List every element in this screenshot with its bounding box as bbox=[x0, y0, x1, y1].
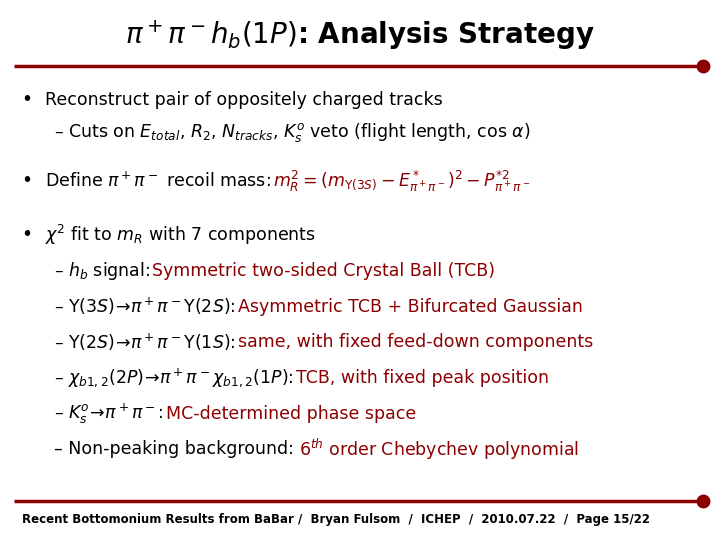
Text: $6^{th}$ order Chebychev polynomial: $6^{th}$ order Chebychev polynomial bbox=[300, 437, 580, 462]
Text: – $\Upsilon(2S)\!\rightarrow\!\pi^+\pi^-\Upsilon(1S)$:: – $\Upsilon(2S)\!\rightarrow\!\pi^+\pi^-… bbox=[54, 332, 238, 353]
Text: Recent Bottomonium Results from BaBar /  Bryan Fulsom  /  ICHEP  /  2010.07.22  : Recent Bottomonium Results from BaBar / … bbox=[22, 513, 649, 526]
Text: – $\Upsilon(3S)\!\rightarrow\!\pi^+\pi^-\Upsilon(2S)$:: – $\Upsilon(3S)\!\rightarrow\!\pi^+\pi^-… bbox=[54, 296, 238, 318]
Text: Reconstruct pair of oppositely charged tracks: Reconstruct pair of oppositely charged t… bbox=[45, 91, 442, 109]
Text: – Non-peaking background:: – Non-peaking background: bbox=[54, 440, 300, 458]
Text: Define $\pi^+\pi^-$ recoil mass:: Define $\pi^+\pi^-$ recoil mass: bbox=[45, 171, 273, 191]
Text: •: • bbox=[22, 171, 32, 191]
Text: – $\chi_{b1,2}(2P)\!\rightarrow\!\pi^+\pi^-\chi_{b1,2}(1P)$:: – $\chi_{b1,2}(2P)\!\rightarrow\!\pi^+\p… bbox=[54, 367, 296, 389]
Text: TCB, with fixed peak position: TCB, with fixed peak position bbox=[296, 369, 549, 387]
Text: same, with fixed feed-down components: same, with fixed feed-down components bbox=[238, 333, 593, 352]
Text: •: • bbox=[22, 225, 32, 245]
Text: Symmetric two-sided Crystal Ball (TCB): Symmetric two-sided Crystal Ball (TCB) bbox=[152, 262, 495, 280]
Text: – $h_b$ signal:: – $h_b$ signal: bbox=[54, 260, 152, 282]
Text: – $K_s^{o}\!\rightarrow\!\pi^+\pi^-$:: – $K_s^{o}\!\rightarrow\!\pi^+\pi^-$: bbox=[54, 401, 166, 426]
Text: Asymmetric TCB + Bifurcated Gaussian: Asymmetric TCB + Bifurcated Gaussian bbox=[238, 298, 582, 316]
Text: – Cuts on $E_{total}$, $R_2$, $N_{tracks}$, $K_s^{o}$ veto (flight length, cos $: – Cuts on $E_{total}$, $R_2$, $N_{tracks… bbox=[54, 121, 531, 144]
Text: MC-determined phase space: MC-determined phase space bbox=[166, 404, 416, 423]
Text: •: • bbox=[22, 90, 32, 110]
Text: $m_R^{2} = (m_{\Upsilon(3S)} - E^*_{\pi^+\pi^-})^2 - P^{*2}_{\pi^+\pi^-}$: $m_R^{2} = (m_{\Upsilon(3S)} - E^*_{\pi^… bbox=[273, 168, 530, 194]
Text: $\pi^+\pi^-h_b(1P)$: Analysis Strategy: $\pi^+\pi^-h_b(1P)$: Analysis Strategy bbox=[125, 18, 595, 52]
Text: $\chi^2$ fit to $m_R$ with 7 components: $\chi^2$ fit to $m_R$ with 7 components bbox=[45, 223, 315, 247]
